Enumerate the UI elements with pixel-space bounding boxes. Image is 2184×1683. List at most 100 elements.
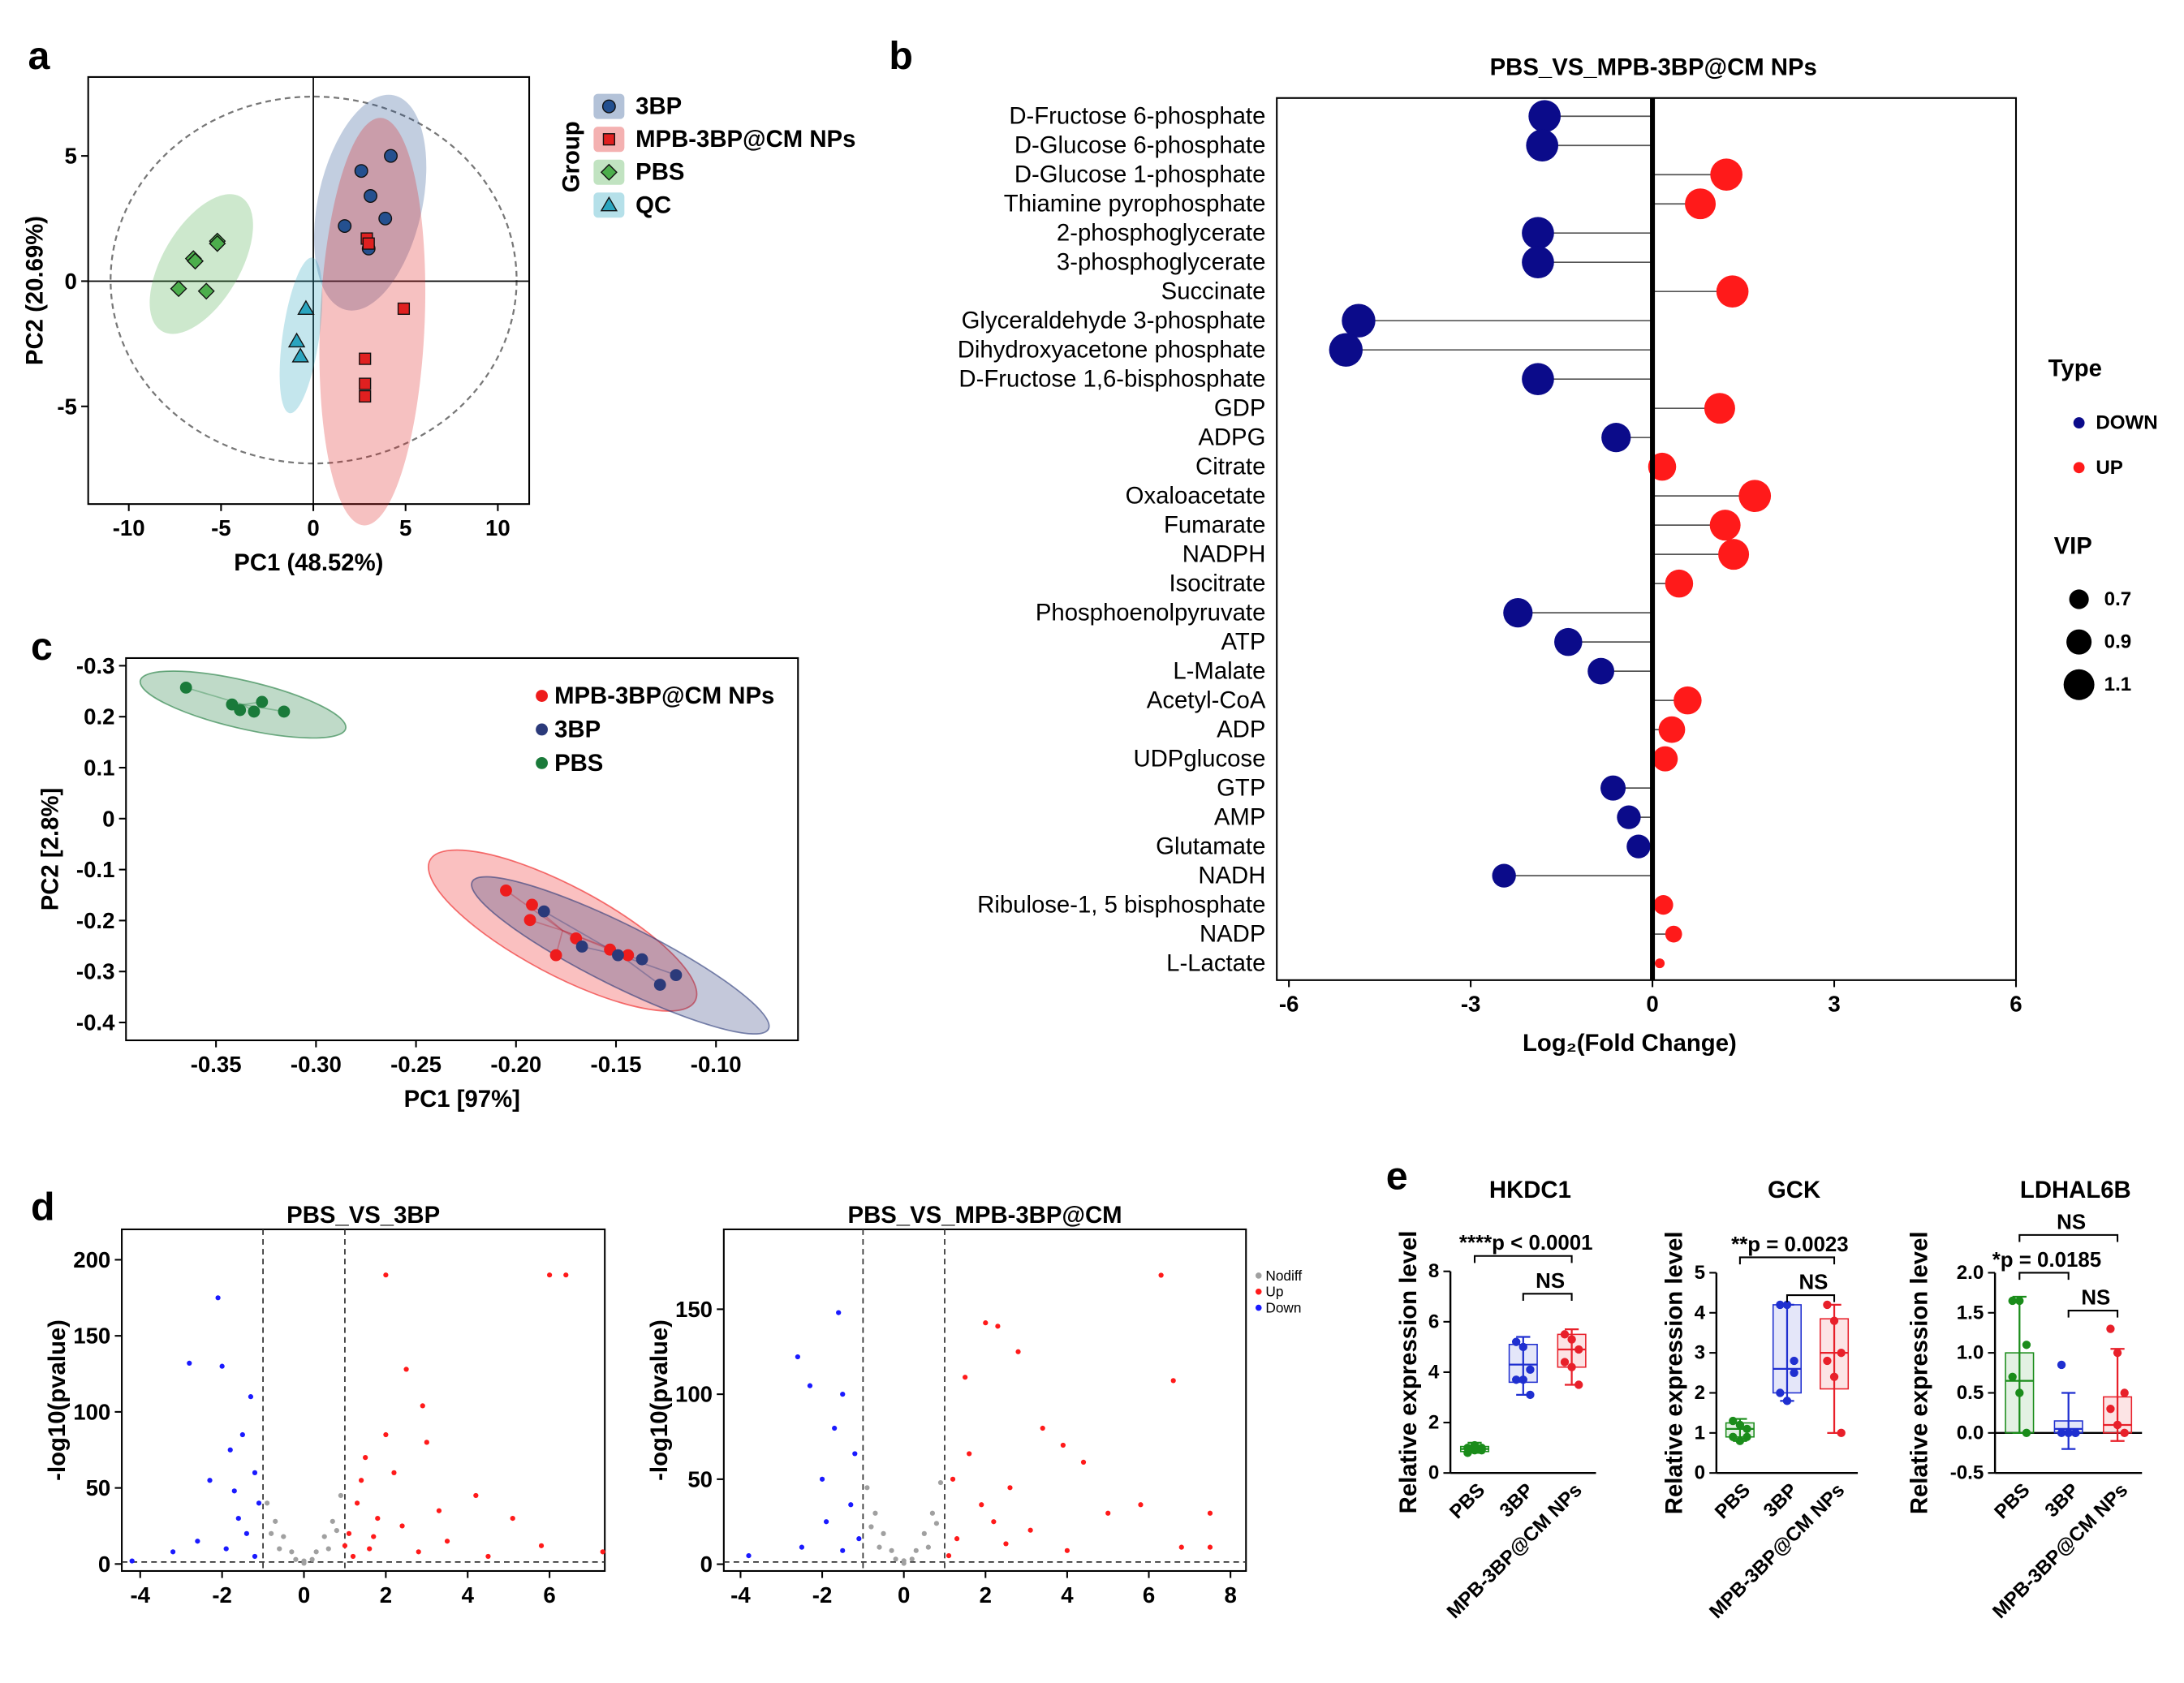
point (2015, 1296, 2024, 1306)
point (1158, 1272, 1164, 1278)
point (1512, 1375, 1521, 1384)
x-tick-label: -2 (812, 1582, 833, 1608)
y-tick-label: -0.1 (76, 857, 115, 882)
category-label: Isocitrate (1169, 570, 1265, 597)
y-tick-label: 0 (700, 1552, 713, 1577)
point (864, 1485, 870, 1491)
confidence-ellipse (149, 194, 253, 334)
point (1790, 1356, 1798, 1366)
point (1207, 1544, 1213, 1550)
point (510, 1515, 515, 1522)
x-axis-label: PC1 (48.52%) (234, 549, 383, 576)
dot (1617, 805, 1641, 829)
y-tick-label: 100 (73, 1399, 110, 1424)
point (946, 1553, 952, 1559)
point (2113, 1348, 2122, 1358)
plot-frame (121, 1228, 606, 1572)
x-tick-label: -0.25 (390, 1052, 442, 1077)
y-tick-label: 0.2 (84, 704, 114, 730)
point (277, 1546, 282, 1552)
point (2113, 1420, 2122, 1430)
point (2106, 1324, 2115, 1333)
point (223, 1546, 229, 1552)
point (209, 235, 226, 252)
point (231, 1488, 237, 1494)
point (289, 1549, 295, 1555)
legend-marker (1255, 1288, 1262, 1295)
point (536, 723, 548, 736)
point (893, 1556, 898, 1562)
x-tick-label: 0 (307, 515, 319, 540)
point (1105, 1510, 1111, 1516)
point (170, 1549, 176, 1555)
point (359, 352, 372, 365)
category-label: Succinate (1161, 278, 1266, 305)
point (1560, 1330, 1570, 1339)
point (2106, 1405, 2115, 1414)
confidence-ellipse (279, 257, 323, 414)
point (1790, 1368, 1798, 1377)
point (1138, 1502, 1144, 1508)
point (338, 219, 352, 234)
point (273, 1518, 278, 1524)
point (877, 1544, 882, 1550)
x-tick-label: 3 (1828, 992, 1840, 1017)
point (239, 1431, 245, 1438)
point (1574, 1380, 1583, 1389)
size-legend-marker (2066, 629, 2092, 655)
point (963, 1375, 968, 1380)
point (622, 949, 635, 962)
point (256, 1500, 262, 1506)
chart-title: PBS_VS_MPB-3BP@CM (848, 1202, 1122, 1229)
point (1742, 1424, 1751, 1434)
point (600, 1549, 605, 1555)
dot (1601, 423, 1631, 453)
size-legend-label: 0.9 (2104, 631, 2132, 653)
dot (1709, 510, 1741, 541)
y-tick-label: 150 (675, 1297, 713, 1322)
y-axis-label: Relative expression level (1906, 1231, 1932, 1514)
point (1526, 1365, 1535, 1375)
legend-title: Type (2048, 355, 2102, 381)
category-label: D-Glucose 6-phosphate (1014, 132, 1266, 159)
legend-marker (2073, 417, 2085, 428)
point (575, 940, 588, 953)
category-label: ADP (1217, 717, 1265, 743)
dot (1658, 716, 1686, 743)
legend-label: Nodiff (1265, 1268, 1302, 1284)
point (243, 1530, 250, 1536)
point (359, 390, 372, 403)
dot (1492, 863, 1516, 888)
x-tick-label: 5 (399, 515, 411, 540)
dot (1528, 100, 1562, 133)
category-label: 2-phosphoglycerate (1057, 220, 1265, 247)
point (342, 1543, 348, 1548)
point (937, 1479, 944, 1486)
y-axis-label: Relative expression level (1395, 1231, 1422, 1514)
category-label: Glyceraldehyde 3-phosphate (962, 308, 1266, 334)
point (954, 1536, 960, 1542)
dot (1329, 333, 1363, 367)
point (269, 1530, 274, 1536)
point (536, 756, 548, 769)
point (1567, 1335, 1576, 1344)
box (1772, 1304, 1802, 1394)
point (1477, 1446, 1486, 1455)
x-tick-label: 4 (462, 1582, 475, 1608)
point (549, 949, 562, 962)
point (362, 237, 375, 250)
category-label: 3-phosphoglycerate (1057, 249, 1265, 276)
dot (1587, 657, 1614, 685)
centroid-link (562, 929, 610, 951)
dot (1648, 452, 1677, 481)
legend-title: Group (558, 121, 584, 192)
dot (1665, 925, 1682, 943)
point (881, 1530, 886, 1536)
point (909, 1556, 915, 1562)
point (197, 282, 215, 300)
x-tick-label: -2 (212, 1582, 232, 1608)
point (1170, 1378, 1176, 1384)
point (1518, 1375, 1527, 1384)
significance-label: **p = 0.0023 (1731, 1233, 1848, 1256)
x-tick-label: -0.15 (591, 1052, 642, 1077)
